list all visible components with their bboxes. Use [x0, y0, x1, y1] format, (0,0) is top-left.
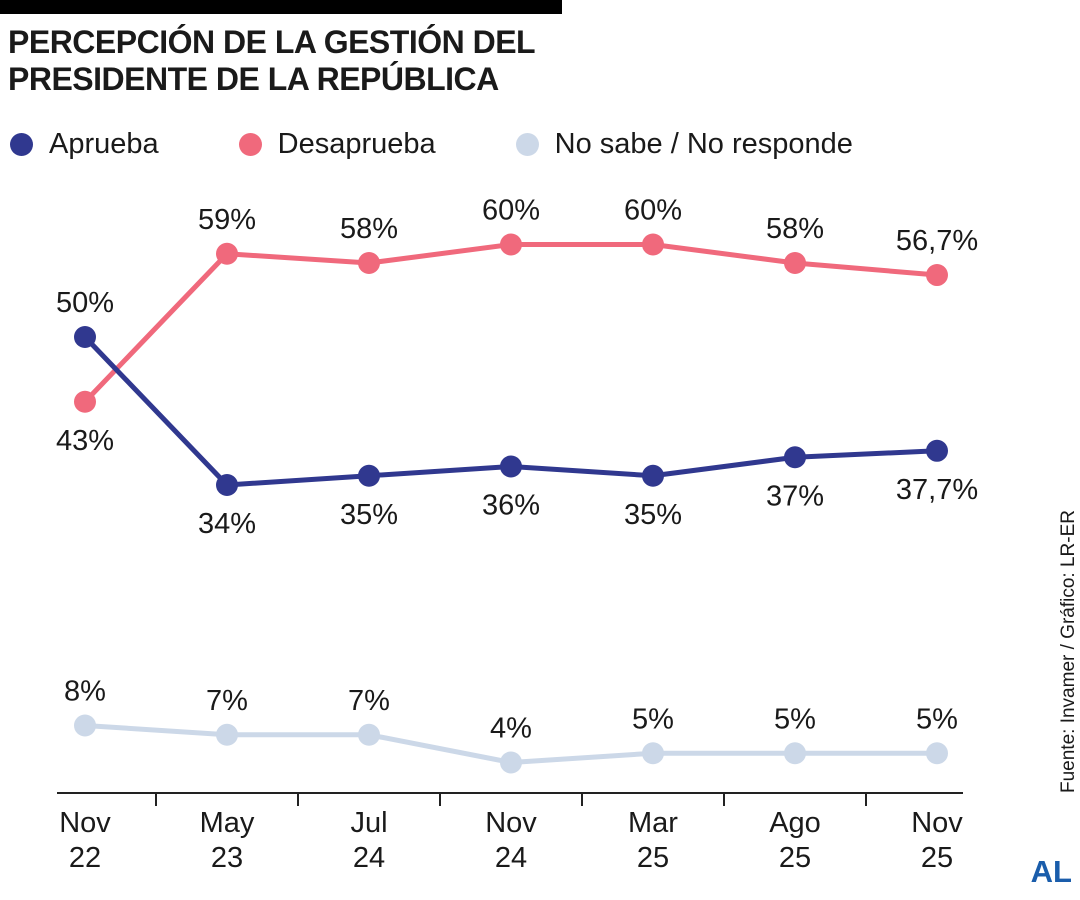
data-point — [926, 264, 948, 287]
x-axis-label-year: 24 — [353, 842, 385, 874]
data-label: 36% — [482, 490, 540, 522]
data-label: 60% — [482, 195, 540, 227]
data-label: 5% — [632, 703, 674, 735]
data-label: 56,7% — [896, 225, 978, 257]
legend: Aprueba Desaprueba No sabe / No responde — [10, 128, 853, 161]
top-accent-bar — [0, 0, 562, 14]
page-title-line2: PRESIDENTE DE LA REPÚBLICA — [8, 61, 499, 98]
page-title: PERCEPCIÓN DE LA GESTIÓN DEL PRESIDENTE … — [8, 24, 536, 99]
x-axis-label-year: 25 — [921, 842, 953, 874]
data-label: 43% — [56, 425, 114, 457]
data-point — [74, 714, 96, 737]
x-axis-label-month: Nov — [59, 807, 111, 839]
data-point — [74, 390, 96, 413]
data-label: 58% — [340, 213, 398, 245]
legend-item-nosabe: No sabe / No responde — [515, 128, 853, 161]
data-label: 58% — [766, 213, 824, 245]
data-point — [216, 723, 238, 746]
x-axis-label-year: 25 — [637, 842, 669, 874]
data-point — [500, 455, 522, 478]
data-point — [784, 252, 806, 274]
legend-dot-desaprueba — [238, 133, 262, 156]
data-point — [642, 233, 664, 256]
data-point — [642, 464, 664, 487]
data-label: 5% — [774, 703, 816, 735]
legend-dot-nosabe — [515, 133, 539, 156]
data-label: 35% — [340, 499, 398, 531]
al-logo: AL — [1030, 854, 1072, 889]
legend-item-aprueba: Aprueba — [10, 128, 159, 161]
page-title-line1: PERCEPCIÓN DE LA GESTIÓN DEL — [8, 24, 536, 60]
legend-label-desaprueba: Desaprueba — [277, 128, 436, 160]
data-point — [926, 742, 948, 765]
data-point — [642, 742, 664, 765]
data-label: 5% — [916, 703, 958, 735]
data-label: 7% — [348, 685, 390, 717]
data-point — [500, 751, 522, 774]
x-axis-label-year: 24 — [495, 842, 527, 874]
data-point — [358, 252, 380, 274]
data-label: 37% — [766, 480, 824, 512]
x-axis-label-month: Jul — [350, 807, 387, 839]
data-label: 37,7% — [896, 474, 978, 506]
data-point — [926, 439, 948, 462]
legend-label-aprueba: Aprueba — [49, 128, 159, 160]
data-point — [216, 242, 238, 265]
legend-label-nosabe: No sabe / No responde — [554, 128, 853, 160]
x-axis-label-month: Nov — [485, 807, 537, 839]
x-axis-label-month: Ago — [769, 807, 821, 839]
data-point — [216, 474, 238, 496]
x-axis-label-year: 25 — [779, 842, 811, 874]
data-point — [74, 326, 96, 348]
data-label: 4% — [490, 713, 532, 745]
series-line-desaprueba — [83, 242, 938, 404]
x-axis-label-year: 23 — [211, 842, 243, 874]
legend-dot-aprueba — [10, 133, 33, 156]
data-label: 34% — [198, 508, 256, 540]
data-point — [358, 723, 380, 746]
data-point — [358, 464, 380, 487]
source-credit: Fuente: Invamer / Gráfico: LR-ER — [1058, 510, 1079, 793]
data-label: 35% — [624, 499, 682, 531]
data-point — [784, 446, 806, 469]
data-label: 59% — [198, 204, 256, 236]
x-axis-label-month: Mar — [628, 807, 678, 839]
x-axis-label-month: May — [200, 807, 255, 839]
data-label: 8% — [64, 676, 106, 708]
data-point — [500, 233, 522, 256]
data-label: 50% — [56, 287, 114, 319]
data-point — [784, 742, 806, 765]
data-label: 7% — [206, 685, 248, 717]
x-axis-label-year: 22 — [69, 842, 101, 874]
data-label: 60% — [624, 195, 682, 227]
legend-item-desaprueba: Desaprueba — [238, 128, 436, 161]
x-axis-label-month: Nov — [911, 807, 963, 839]
